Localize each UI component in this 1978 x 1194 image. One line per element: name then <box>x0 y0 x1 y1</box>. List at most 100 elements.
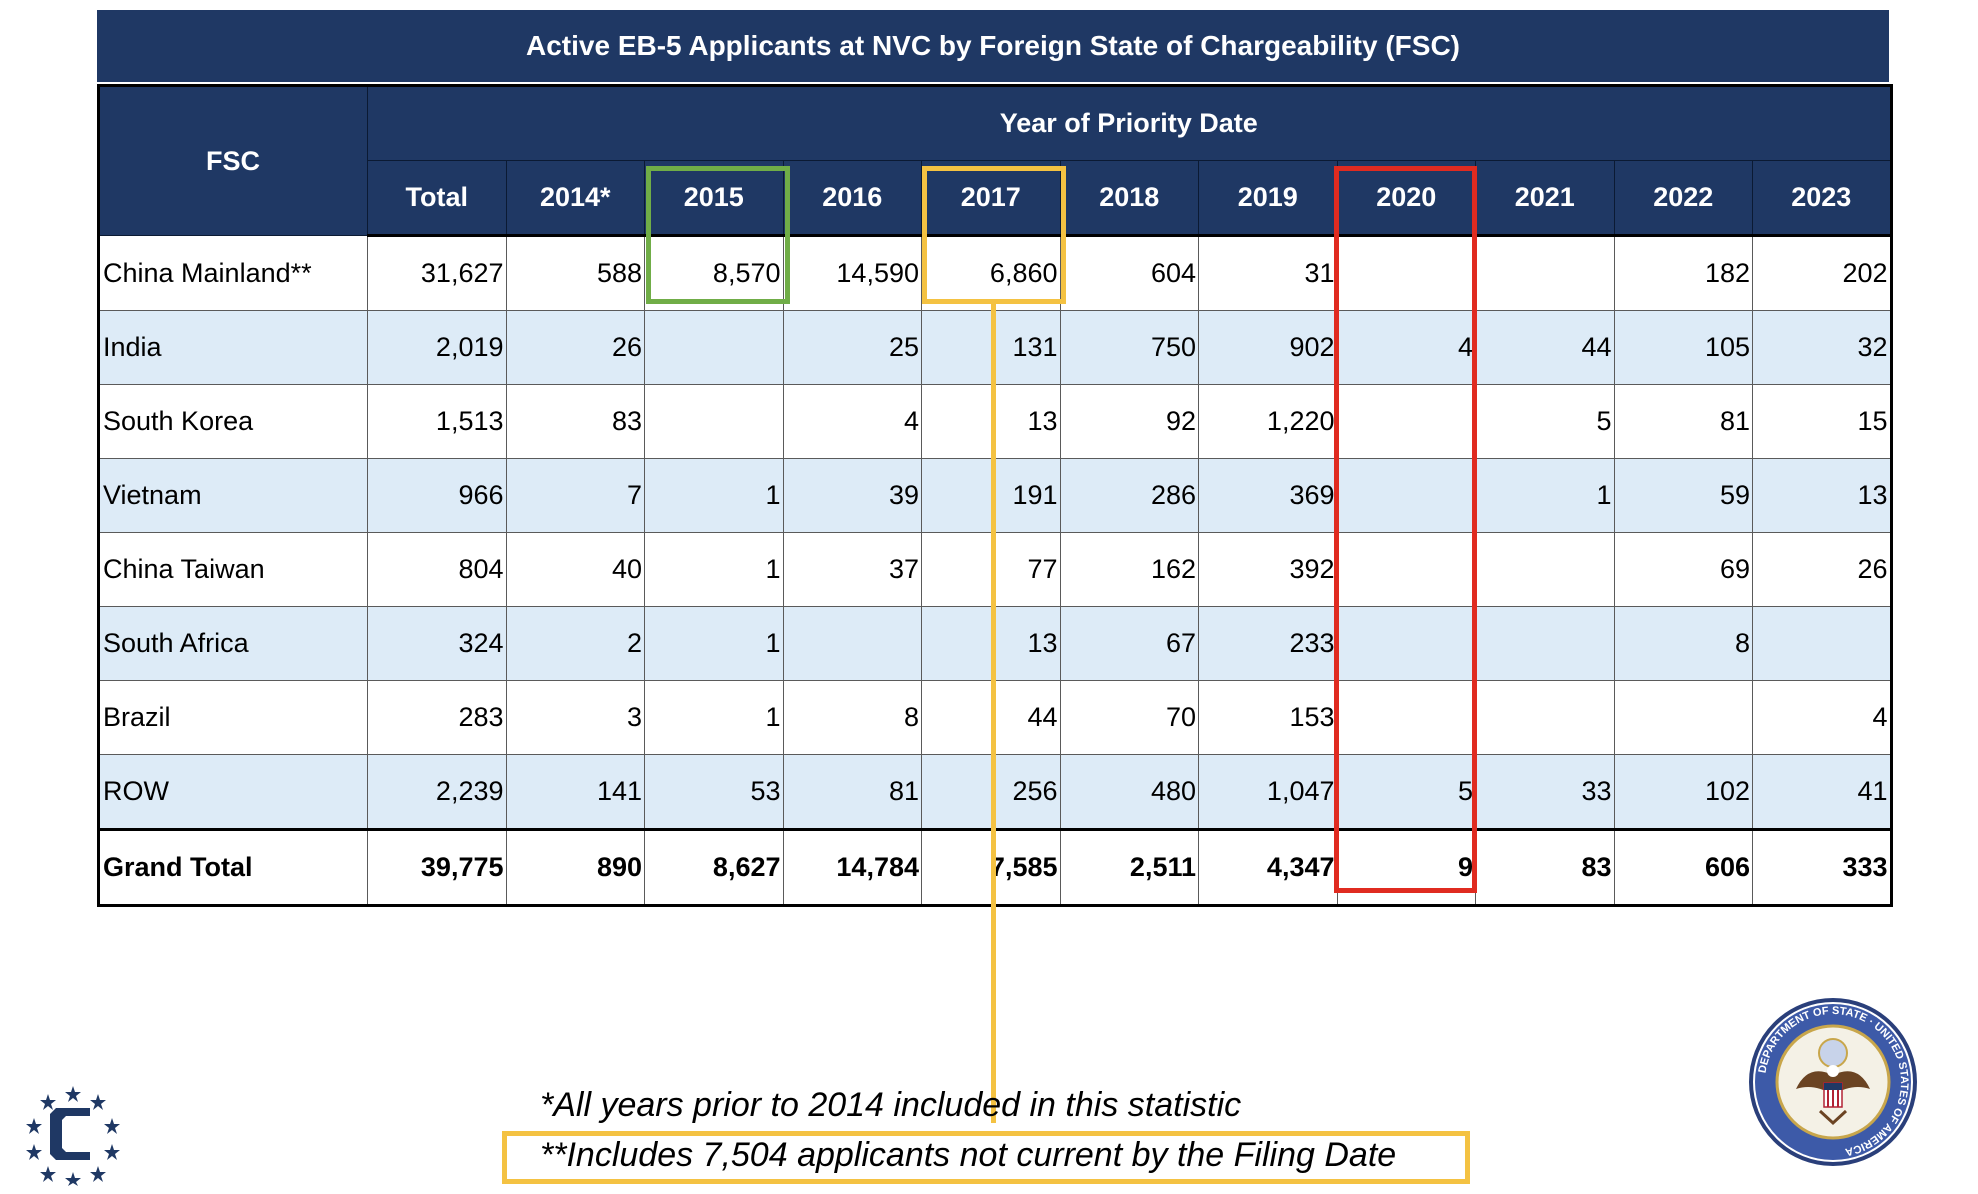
table-cell: 1,220 <box>1198 384 1338 459</box>
table-cell: 8,570 <box>644 235 784 311</box>
table-cell: 59 <box>1613 458 1753 533</box>
table-cell: 8 <box>1613 606 1753 681</box>
table-cell: 2 <box>505 606 645 681</box>
table-cell: 1,047 <box>1198 754 1338 830</box>
table-cell: 37 <box>782 532 922 607</box>
table-cell: 105 <box>1613 310 1753 385</box>
row-fsc-label: China Mainland** <box>98 235 368 311</box>
table-cell: 162 <box>1059 532 1199 607</box>
table-cell: 191 <box>921 458 1061 533</box>
table-cell: 8 <box>782 680 922 755</box>
table-cell <box>782 606 922 681</box>
grand-total-cell: 2,511 <box>1059 828 1199 906</box>
column-header-2020: 2020 <box>1336 160 1476 237</box>
table-cell: 1 <box>644 532 784 607</box>
table-cell: 369 <box>1198 458 1338 533</box>
grand-total-label: Grand Total <box>98 828 368 906</box>
table-cell: 283 <box>367 680 507 755</box>
year-of-priority-date-header: Year of Priority Date <box>367 85 1892 161</box>
table-row: China Mainland** 31,627 588 8,570 14,590 6,86… <box>98 235 1892 311</box>
table-cell <box>1752 606 1892 681</box>
table-cell: 256 <box>921 754 1061 830</box>
grand-total-cell: 39,775 <box>367 828 507 906</box>
column-header-2014: 2014* <box>505 160 645 237</box>
table-cell: 1 <box>1475 458 1615 533</box>
table-title: Active EB-5 Applicants at NVC by Foreign… <box>97 10 1889 82</box>
row-fsc-label: South Africa <box>98 606 368 681</box>
table-cell: 44 <box>1475 310 1615 385</box>
table-cell: 6,860 <box>921 235 1061 311</box>
table-cell: 588 <box>505 235 645 311</box>
table-row: Vietnam 966 7 1 39 191 286 369 1 59 13 <box>98 458 1892 533</box>
grand-total-cell: 14,784 <box>782 828 922 906</box>
table-cell: 233 <box>1198 606 1338 681</box>
column-header-2023: 2023 <box>1752 160 1892 237</box>
column-header-2018: 2018 <box>1059 160 1199 237</box>
table-cell: 77 <box>921 532 1061 607</box>
table-cell: 1 <box>644 606 784 681</box>
table-cell: 1,513 <box>367 384 507 459</box>
table-cell: 70 <box>1059 680 1199 755</box>
column-header-total: Total <box>367 160 507 237</box>
table-cell: 1 <box>644 680 784 755</box>
table-cell: 40 <box>505 532 645 607</box>
grand-total-cell: 4,347 <box>1198 828 1338 906</box>
column-header-2022: 2022 <box>1613 160 1753 237</box>
table-cell: 4 <box>1336 310 1476 385</box>
table-cell: 13 <box>921 384 1061 459</box>
row-fsc-label: ROW <box>98 754 368 830</box>
footnote-prior-years: *All years prior to 2014 included in thi… <box>540 1086 1242 1124</box>
table-cell <box>1336 384 1476 459</box>
table-cell: 69 <box>1613 532 1753 607</box>
grand-total-cell: 890 <box>505 828 645 906</box>
table-cell: 3 <box>505 680 645 755</box>
table-row: ROW 2,239 141 53 81 256 480 1,047 5 33 102 41 <box>98 754 1892 830</box>
grand-total-cell: 606 <box>1613 828 1753 906</box>
grand-total-cell: 83 <box>1475 828 1615 906</box>
table-cell: 53 <box>644 754 784 830</box>
table-cell: 14,590 <box>782 235 922 311</box>
table-cell: 141 <box>505 754 645 830</box>
table-cell <box>1336 235 1476 311</box>
table-cell: 7 <box>505 458 645 533</box>
table-cell: 750 <box>1059 310 1199 385</box>
table-row: South Africa 324 2 1 13 67 233 8 <box>98 606 1892 681</box>
table-row: India 2,019 26 25 131 750 902 4 44 105 32 <box>98 310 1892 385</box>
table-cell: 26 <box>505 310 645 385</box>
table-cell: 31,627 <box>367 235 507 311</box>
table-cell: 33 <box>1475 754 1615 830</box>
table-cell: 286 <box>1059 458 1199 533</box>
column-header-2017: 2017 <box>921 160 1061 237</box>
table-cell: 202 <box>1752 235 1892 311</box>
table-cell: 480 <box>1059 754 1199 830</box>
table-cell: 5 <box>1336 754 1476 830</box>
table-cell <box>1475 235 1615 311</box>
table-cell: 26 <box>1752 532 1892 607</box>
table-cell <box>1336 532 1476 607</box>
row-fsc-label: Vietnam <box>98 458 368 533</box>
grand-total-cell: 9 <box>1336 828 1476 906</box>
table-cell: 13 <box>1752 458 1892 533</box>
table-cell: 2,019 <box>367 310 507 385</box>
table-cell: 102 <box>1613 754 1753 830</box>
table-cell <box>644 384 784 459</box>
grand-total-cell: 8,627 <box>644 828 784 906</box>
table-cell: 81 <box>782 754 922 830</box>
table-cell: 92 <box>1059 384 1199 459</box>
table-cell: 804 <box>367 532 507 607</box>
table-cell: 902 <box>1198 310 1338 385</box>
table-cell <box>1475 680 1615 755</box>
table-cell <box>1336 606 1476 681</box>
table-cell <box>1613 680 1753 755</box>
table-cell: 324 <box>367 606 507 681</box>
table-cell <box>1336 680 1476 755</box>
department-of-state-seal: DEPARTMENT OF STATE · UNITED STATES OF A… <box>1749 998 1917 1166</box>
table-cell: 39 <box>782 458 922 533</box>
table-cell: 31 <box>1198 235 1338 311</box>
table-cell: 41 <box>1752 754 1892 830</box>
table-row: South Korea 1,513 83 4 13 92 1,220 5 81 15 <box>98 384 1892 459</box>
table-cell: 83 <box>505 384 645 459</box>
table-cell: 182 <box>1613 235 1753 311</box>
table-cell: 4 <box>782 384 922 459</box>
table-row: Brazil 283 3 1 8 44 70 153 4 <box>98 680 1892 755</box>
